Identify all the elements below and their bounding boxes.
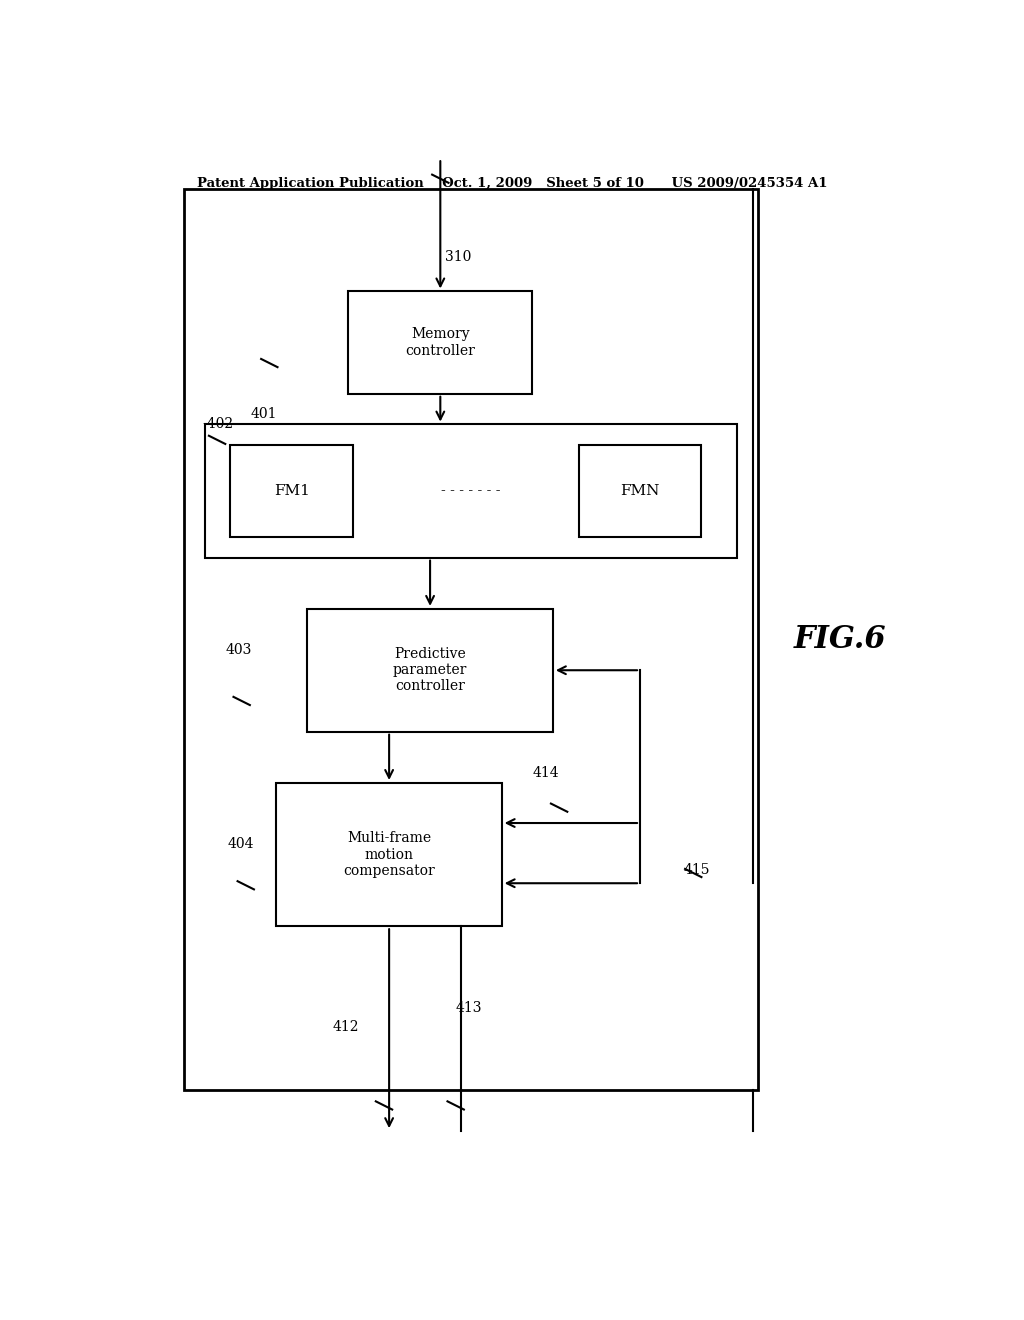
Bar [276,783,502,927]
Text: 404: 404 [227,837,254,851]
Bar [205,425,737,557]
Bar [184,189,758,1090]
Text: Patent Application Publication    Oct. 1, 2009   Sheet 5 of 10      US 2009/0245: Patent Application Publication Oct. 1, 2… [197,177,827,190]
Text: FM1: FM1 [273,484,310,498]
Bar [348,292,532,393]
Text: 415: 415 [684,863,711,876]
Text: 412: 412 [333,1019,359,1034]
Text: 401: 401 [251,408,278,421]
Bar [579,445,701,537]
Bar [307,609,553,731]
Text: Predictive
parameter
controller: Predictive parameter controller [393,647,467,693]
Text: FIG.6: FIG.6 [794,624,886,655]
Text: 310: 310 [445,249,472,264]
Text: 413: 413 [456,1001,482,1015]
Text: - - - - - - -: - - - - - - - [441,484,501,498]
Text: Memory
controller: Memory controller [406,327,475,358]
Text: 403: 403 [225,643,252,657]
Text: 414: 414 [532,766,559,780]
Text: FMN: FMN [621,484,659,498]
Bar [230,445,353,537]
Text: -402: -402 [203,417,233,432]
Text: Multi-frame
motion
compensator: Multi-frame motion compensator [343,832,435,878]
